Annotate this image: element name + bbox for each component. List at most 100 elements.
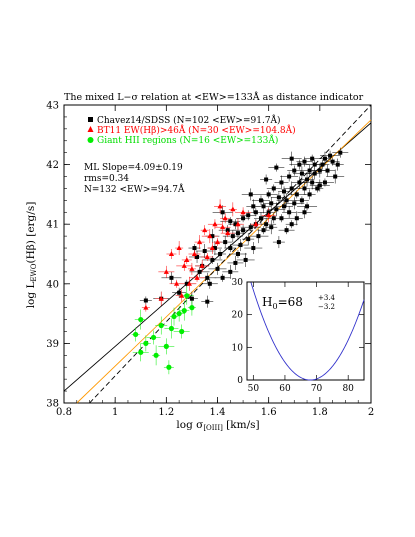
point-chavez (248, 192, 253, 197)
point-chavez (256, 234, 261, 239)
point-chavez (289, 186, 294, 191)
point-bt11 (235, 221, 241, 227)
point-bt11 (173, 281, 180, 286)
inset-y-tick-label: 20 (232, 311, 244, 321)
fit-line-1 (76, 119, 372, 404)
point-chavez (310, 156, 315, 161)
point-bt11 (214, 239, 221, 245)
legend-marker-chavez (88, 117, 93, 122)
point-chavez (205, 299, 210, 304)
inset-y-tick-label: 0 (237, 376, 243, 386)
point-chavez (258, 198, 263, 203)
point-hii (138, 316, 144, 323)
point-chavez (261, 228, 266, 233)
annotations: ML Slope=4.09±0.19 rms=0.34 N=132 <EW>=9… (84, 163, 185, 195)
point-hii (143, 340, 149, 346)
point-chavez (284, 228, 289, 233)
point-chavez (228, 219, 233, 224)
x-tick-label: 1.8 (312, 407, 328, 418)
point-chavez (266, 192, 271, 197)
point-chavez (307, 192, 312, 197)
axis-ticks: 0.8 1 1.2 1.4 1.6 1.8 2 38 39 40 41 42 43 (46, 101, 374, 419)
point-bt11 (204, 254, 210, 259)
point-chavez (205, 275, 210, 280)
point-hii (168, 325, 175, 332)
point-chavez (299, 171, 304, 176)
point-chavez (215, 266, 220, 271)
point-hii (171, 313, 177, 320)
point-chavez (279, 180, 284, 185)
point-chavez (238, 243, 243, 248)
point-chavez (251, 204, 256, 209)
inset-y-tick-label: 30 (232, 278, 244, 288)
legend-marker-bt11 (87, 126, 94, 132)
point-bt11 (158, 295, 164, 301)
point-bt11 (179, 292, 185, 298)
point-chavez (279, 216, 284, 221)
y-tick-label: 43 (46, 101, 59, 112)
point-chavez (312, 162, 317, 167)
point-hii (179, 328, 185, 335)
inset-chart: 50 60 70 80 0 10 20 30 H0=68 +3.4 −3.2 (232, 278, 365, 394)
point-chavez (302, 186, 307, 191)
point-chavez (246, 237, 251, 242)
point-chavez (253, 210, 258, 215)
point-chavez (294, 192, 299, 197)
x-tick-label: 1.4 (210, 407, 226, 418)
point-chavez (330, 159, 335, 164)
inset-curve (250, 282, 365, 381)
point-chavez (325, 168, 330, 173)
point-chavez (143, 298, 148, 303)
x-tick-label: 1.6 (261, 407, 277, 418)
point-chavez (322, 156, 327, 161)
point-chavez (274, 165, 279, 170)
point-hii (153, 352, 159, 358)
chart-title: The mixed L−σ relation at <EW>=133Å as d… (64, 91, 364, 103)
point-chavez (320, 162, 325, 167)
point-chavez (276, 240, 281, 245)
point-chavez (264, 177, 269, 182)
point-chavez (212, 246, 217, 251)
point-chavez (299, 198, 304, 203)
point-chavez (312, 171, 317, 176)
point-hii (133, 331, 139, 338)
x-tick-label: 1.2 (158, 407, 174, 418)
point-hii (150, 334, 157, 341)
point-chavez (287, 174, 292, 179)
point-hii (158, 322, 164, 329)
point-bt11 (220, 224, 226, 230)
inset-x-tick-label: 50 (248, 384, 260, 394)
point-chavez (223, 240, 228, 245)
point-chavez (282, 189, 287, 194)
point-bt11 (253, 221, 259, 227)
legend: Chavez14/SDSS (N=102 <EW>=91.7Å) BT11 EW… (87, 114, 296, 146)
point-bt11 (222, 215, 228, 221)
legend-label-chavez: Chavez14/SDSS (N=102 <EW>=91.7Å) (97, 114, 281, 126)
point-chavez (197, 269, 202, 274)
inset-label: H0=68 (262, 295, 303, 311)
point-chavez (220, 210, 225, 215)
point-chavez (292, 201, 297, 206)
point-chavez (271, 186, 276, 191)
x-axis-label: log σ[OIII] [km/s] (176, 419, 259, 432)
point-chavez (338, 150, 343, 155)
point-chavez (289, 222, 294, 227)
point-chavez (258, 216, 263, 221)
point-chavez (169, 275, 174, 280)
point-chavez (177, 290, 182, 295)
point-chavez (294, 216, 299, 221)
point-chavez (251, 246, 256, 251)
point-chavez (302, 159, 307, 164)
point-chavez (333, 174, 338, 179)
annotation-n: N=132 <EW>=94.7Å (84, 183, 185, 195)
point-bt11 (196, 239, 203, 245)
point-chavez (218, 252, 223, 256)
point-chavez (266, 210, 271, 215)
point-chavez (297, 162, 302, 167)
point-bt11 (176, 245, 182, 251)
point-bt11 (191, 251, 198, 256)
point-bt11 (143, 304, 149, 310)
x-tick-label: 2 (368, 407, 374, 418)
point-hii (189, 305, 195, 311)
point-bt11 (194, 275, 200, 280)
